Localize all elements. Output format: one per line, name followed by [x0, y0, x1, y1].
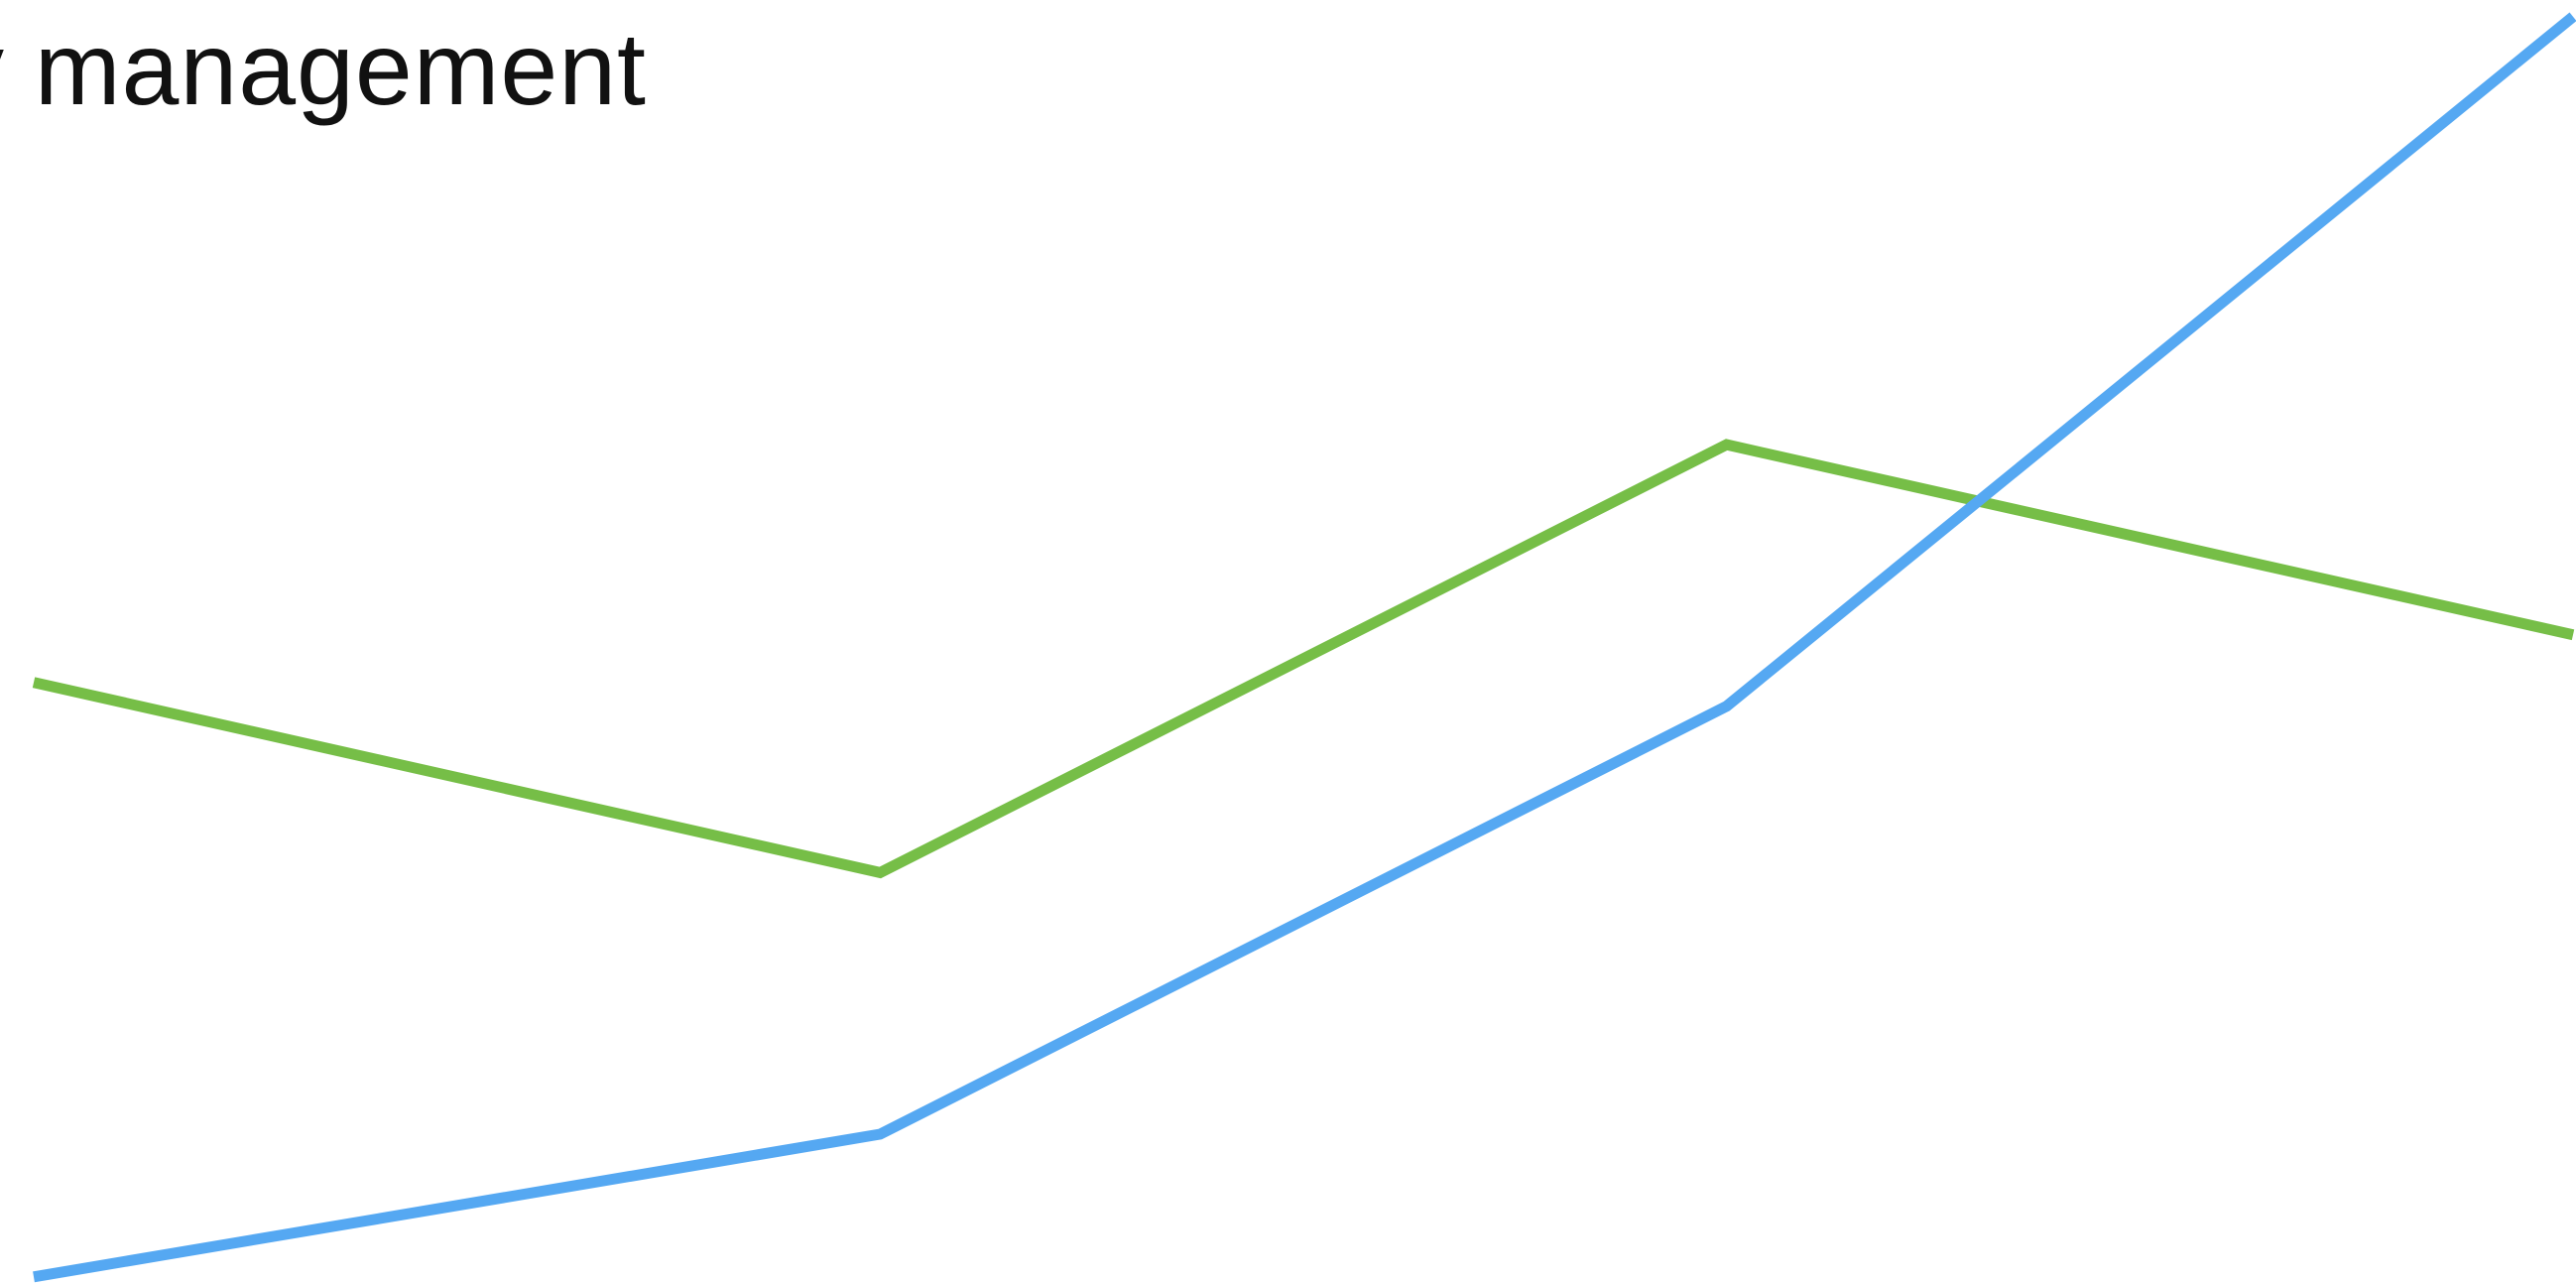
chart-title: y management — [0, 12, 647, 127]
series-line-1 — [32, 439, 2575, 879]
series-line-2 — [33, 12, 2576, 1283]
